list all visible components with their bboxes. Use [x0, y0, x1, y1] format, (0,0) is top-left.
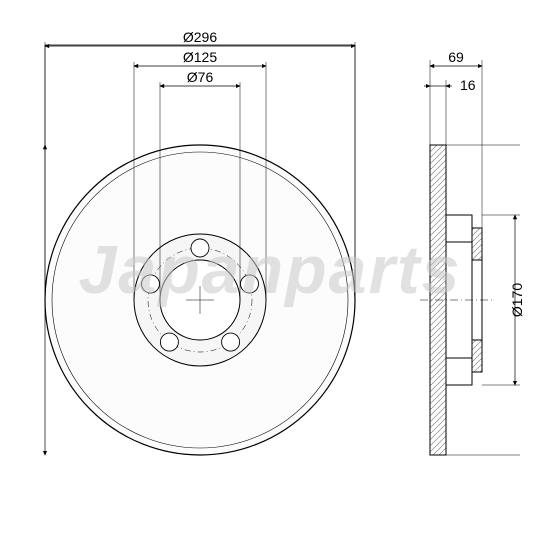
technical-drawing: Ø296 Ø125 Ø76 69 16 Ø170 — [0, 0, 540, 540]
dim-w69: 69 — [448, 49, 464, 65]
dim-d296: Ø296 — [183, 29, 217, 45]
dim-t16: 16 — [460, 77, 476, 93]
dim-d125: Ø125 — [183, 49, 217, 65]
side-view — [420, 145, 495, 455]
dim-d76: Ø76 — [187, 69, 214, 85]
dim-d170: Ø170 — [509, 283, 525, 317]
front-view — [45, 145, 355, 455]
